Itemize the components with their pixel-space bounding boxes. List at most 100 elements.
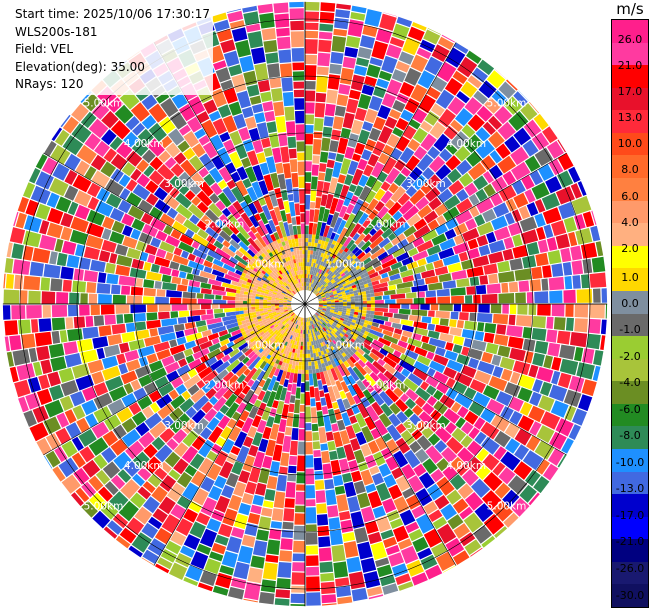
velocity-gate (98, 250, 111, 263)
velocity-gate (131, 258, 145, 270)
velocity-gate (243, 277, 249, 282)
velocity-gate (368, 317, 374, 322)
velocity-gate (273, 290, 278, 294)
velocity-gate (449, 327, 462, 337)
velocity-gate (334, 408, 343, 421)
velocity-gate (260, 325, 266, 329)
velocity-gate (532, 352, 545, 367)
velocity-gate (219, 214, 230, 225)
velocity-gate (292, 562, 305, 572)
velocity-gate (288, 351, 293, 357)
velocity-gate (445, 537, 465, 557)
velocity-gate (355, 320, 361, 325)
velocity-gate (264, 342, 269, 348)
velocity-gate (263, 321, 268, 325)
velocity-gate (6, 242, 13, 258)
velocity-gate (322, 301, 327, 303)
range-ring-label: 2.00km (366, 218, 406, 230)
velocity-gate (274, 13, 290, 28)
velocity-gate (284, 294, 289, 297)
velocity-gate (305, 330, 307, 334)
velocity-gate (283, 305, 288, 307)
velocity-gate (76, 417, 90, 433)
velocity-gate (349, 279, 355, 284)
velocity-gate (366, 304, 371, 308)
velocity-gate (374, 201, 385, 212)
velocity-gate (51, 317, 66, 331)
velocity-gate (350, 338, 356, 343)
velocity-gate (224, 308, 236, 313)
velocity-gate (122, 225, 133, 237)
velocity-gate (325, 278, 329, 283)
velocity-gate (348, 340, 354, 346)
field-name: Field: VEL (15, 42, 74, 56)
velocity-gate (85, 234, 104, 250)
velocity-gate (294, 328, 297, 333)
velocity-gate (46, 222, 63, 239)
velocity-gate (553, 317, 566, 331)
velocity-gate (565, 317, 574, 331)
velocity-gate (33, 361, 43, 376)
velocity-gate (223, 347, 234, 356)
velocity-gate (271, 297, 276, 300)
velocity-gate (287, 256, 291, 262)
velocity-gate (374, 304, 389, 308)
velocity-gate (174, 213, 187, 225)
velocity-gate (505, 198, 517, 212)
velocity-gate (258, 249, 264, 255)
velocity-gate (143, 279, 155, 289)
velocity-gate (532, 379, 543, 393)
velocity-gate (97, 272, 107, 283)
velocity-gate (334, 300, 339, 303)
velocity-gate (445, 217, 459, 230)
velocity-gate (456, 189, 469, 202)
velocity-gate (476, 105, 493, 122)
velocity-gate (271, 308, 276, 312)
velocity-gate (557, 372, 572, 389)
velocity-gate (158, 304, 171, 312)
velocity-gate (473, 525, 492, 544)
velocity-gate (340, 236, 348, 246)
velocity-gate (105, 376, 124, 392)
velocity-gate (478, 80, 497, 99)
velocity-gate (320, 342, 324, 347)
velocity-gate (308, 361, 312, 366)
velocity-gate (488, 375, 508, 392)
velocity-gate (427, 419, 441, 433)
velocity-gate (275, 296, 280, 299)
velocity-gate (243, 598, 258, 603)
velocity-gate (293, 259, 297, 264)
velocity-gate (225, 374, 239, 388)
velocity-gate (474, 331, 485, 341)
velocity-gate (342, 308, 347, 311)
velocity-gate (243, 436, 254, 448)
velocity-gate (343, 355, 350, 361)
velocity-gate (345, 391, 356, 406)
velocity-gate (305, 381, 310, 391)
velocity-gate (188, 260, 205, 271)
velocity-gate (445, 422, 457, 435)
velocity-gate (148, 390, 162, 403)
velocity-gate (309, 349, 313, 354)
velocity-gate (546, 140, 564, 159)
velocity-gate (386, 133, 400, 148)
velocity-gate (84, 133, 101, 151)
velocity-gate (475, 188, 488, 202)
velocity-gate (128, 339, 145, 351)
velocity-gate (439, 238, 456, 251)
velocity-gate (486, 70, 506, 89)
velocity-gate (330, 296, 335, 299)
velocity-gate (192, 268, 201, 276)
velocity-gate (355, 330, 361, 335)
velocity-gate (316, 255, 321, 261)
velocity-gate (316, 343, 320, 349)
velocity-gate (393, 222, 410, 237)
velocity-gate (305, 353, 308, 358)
velocity-gate (360, 397, 371, 408)
velocity-gate (441, 447, 458, 464)
velocity-gate (477, 360, 495, 375)
velocity-gate (312, 320, 315, 325)
velocity-gate (557, 152, 574, 171)
velocity-gate (339, 349, 344, 355)
velocity-gate (307, 317, 310, 322)
